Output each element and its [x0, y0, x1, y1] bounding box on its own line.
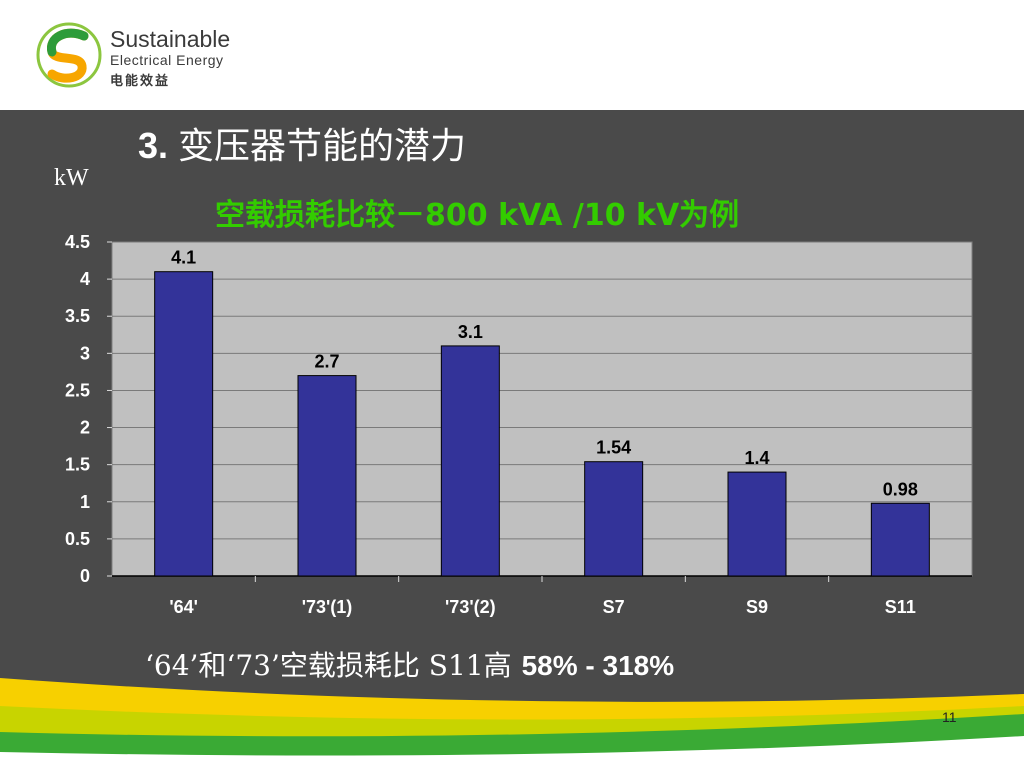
- decorative-swoosh: [0, 678, 1024, 768]
- summary-note-text: ‘64’和‘73’空载损耗比 S11高: [145, 649, 512, 682]
- x-tick-label: '73'(2): [445, 597, 496, 617]
- bar: [440, 345, 500, 577]
- y-tick-label: 2: [80, 418, 90, 438]
- x-tick-label: '64': [169, 597, 198, 617]
- plot-area: [111, 241, 973, 577]
- data-label: 3.1: [458, 322, 483, 342]
- data-label: 1.54: [596, 438, 631, 458]
- page-number: 11: [942, 709, 957, 725]
- data-label: 1.4: [744, 448, 769, 468]
- summary-note-range: 58% - 318%: [521, 650, 675, 681]
- y-tick-label: 2.5: [65, 380, 90, 400]
- y-tick-label: 1: [80, 492, 90, 512]
- y-tick-label: 4: [80, 269, 90, 289]
- slide-title-text: 变压器节能的潜力: [178, 126, 467, 167]
- y-tick-label: 4.5: [65, 232, 90, 252]
- x-tick-label: S7: [603, 597, 625, 617]
- y-tick-label: 0: [80, 566, 90, 586]
- y-tick-label: 1.5: [65, 455, 90, 475]
- data-label: 0.98: [883, 479, 918, 499]
- bar: [727, 471, 787, 577]
- data-label: 4.1: [171, 248, 196, 268]
- y-axis-unit-label: kW: [54, 165, 89, 191]
- summary-note: ‘64’和‘73’空载损耗比 S11高 58% - 318%: [145, 644, 674, 684]
- data-label: 2.7: [314, 352, 339, 372]
- bar: [870, 502, 930, 577]
- y-tick-label: 3.5: [65, 306, 90, 326]
- y-tick-label: 3: [80, 343, 90, 363]
- x-tick-label: '73'(1): [302, 597, 353, 617]
- slide-title: 3. 变压器节能的潜力: [138, 117, 466, 169]
- y-tick-label: 0.5: [65, 529, 90, 549]
- brand-name: Sustainable: [110, 26, 231, 52]
- slide-title-number: 3.: [138, 125, 169, 166]
- brand-subtitle: Electrical Energy: [110, 52, 224, 68]
- slide-header: Sustainable Electrical Energy 电能效益: [0, 0, 1024, 110]
- chart-title: 空载损耗比较－800 kVA /10 kV为例: [215, 198, 740, 233]
- x-tick-label: S11: [885, 597, 916, 617]
- logo-icon: [36, 22, 102, 88]
- brand-chinese: 电能效益: [110, 74, 171, 89]
- bar: [584, 461, 644, 577]
- bar: [154, 271, 214, 577]
- bar: [297, 375, 357, 577]
- x-tick-label: S9: [746, 597, 768, 617]
